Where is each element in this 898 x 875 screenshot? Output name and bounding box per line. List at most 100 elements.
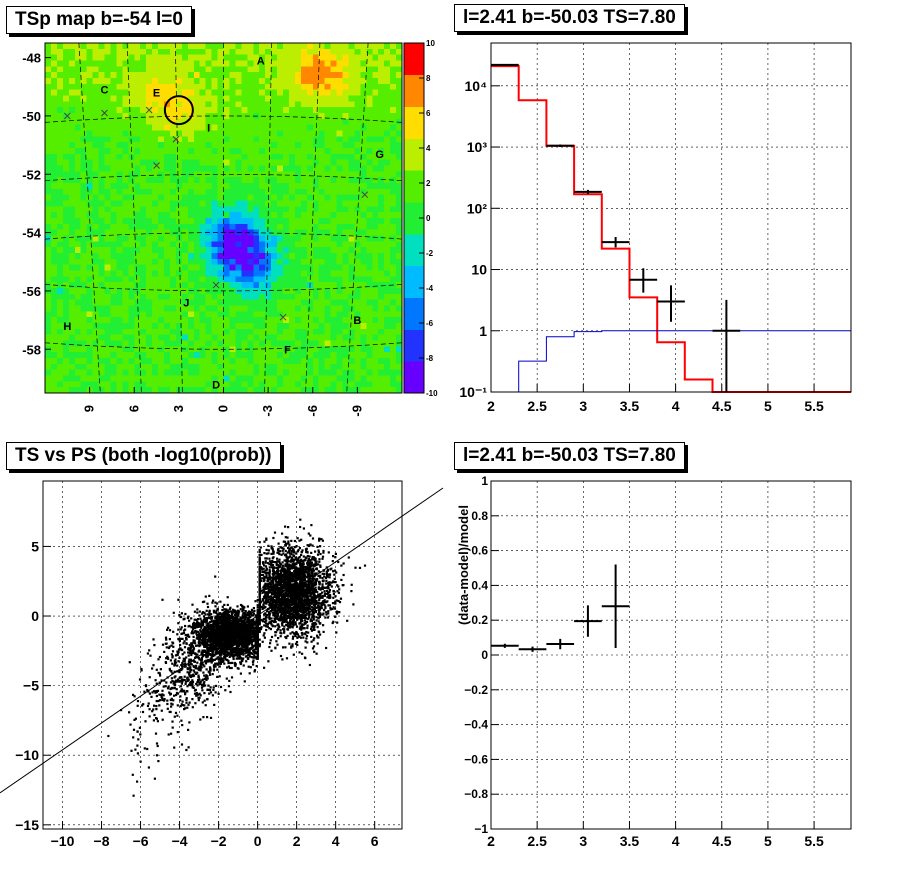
heatmap-cell (223, 311, 230, 318)
heatmap-cell (396, 153, 403, 160)
heatmap-cell (217, 188, 224, 195)
heatmap-cell (366, 200, 373, 207)
heatmap-cell (318, 165, 325, 172)
heatmap-cell (241, 264, 248, 271)
heatmap-cell (169, 183, 177, 190)
heatmap-cell (241, 282, 248, 289)
heatmap-cell (312, 153, 319, 160)
heatmap-cell (312, 89, 319, 96)
heatmap-cell (265, 43, 272, 50)
heatmap-cell (80, 177, 87, 184)
scatter-point (285, 589, 288, 592)
scatter-point (286, 597, 289, 600)
heatmap-cell (300, 334, 308, 341)
scatter-point (288, 569, 291, 572)
heatmap-cell (62, 247, 70, 254)
heatmap-cell (128, 387, 135, 394)
heatmap-cell (324, 282, 331, 289)
heatmap-cell (330, 200, 337, 207)
heatmap-cell (271, 194, 278, 201)
heatmap-cell (56, 194, 64, 201)
heatmap-cell (223, 212, 230, 219)
heatmap-cell (68, 218, 76, 225)
heatmap-cell (396, 142, 403, 149)
heatmap-cell (211, 387, 218, 394)
heatmap-cell (62, 48, 70, 55)
heatmap-cell (288, 48, 296, 55)
heatmap-cell (187, 212, 195, 219)
heatmap-cell (294, 311, 302, 318)
scatter-point (327, 610, 330, 613)
heatmap-cell (247, 142, 254, 149)
heatmap-cell (92, 54, 99, 61)
heatmap-cell (247, 328, 254, 335)
heatmap-cell (294, 293, 302, 300)
heatmap-cell (396, 253, 403, 260)
heatmap-cell (324, 369, 331, 376)
heatmap-cell (271, 95, 278, 102)
heatmap-cell (110, 229, 117, 236)
heatmap-cell (277, 171, 284, 178)
heatmap-cell (223, 352, 230, 359)
heatmap-cell (259, 276, 266, 283)
heatmap-cell (80, 258, 87, 265)
heatmap-cell (318, 212, 325, 219)
heatmap-cell (45, 340, 52, 347)
heatmap-cell (86, 107, 93, 114)
heatmap-cell (372, 270, 379, 277)
scatter-point (319, 564, 322, 567)
heatmap-cell (283, 276, 290, 283)
heatmap-cell (181, 194, 189, 201)
heatmap-cell (330, 212, 337, 219)
heatmap-cell (80, 101, 87, 108)
heatmap-cell (378, 241, 385, 248)
heatmap-cell (122, 282, 129, 289)
heatmap-cell (169, 253, 177, 260)
heatmap-cell (146, 293, 153, 300)
heatmap-cell (74, 264, 81, 271)
heatmap-cell (181, 375, 189, 382)
heatmap-cell (372, 352, 379, 359)
scatter-point (295, 566, 298, 569)
heatmap-cell (253, 101, 260, 108)
heatmap-cell (288, 253, 296, 260)
colorbar-tick-label: -10 (426, 389, 438, 398)
heatmap-cell (372, 305, 379, 312)
map-y-tick-label: -58 (22, 342, 41, 357)
heatmap-cell (223, 153, 230, 160)
heatmap-cell (253, 206, 260, 213)
heatmap-cell (223, 206, 230, 213)
heatmap-cell (366, 375, 373, 382)
heatmap-cell (211, 218, 218, 225)
heatmap-cell (122, 223, 129, 230)
heatmap-cell (68, 299, 76, 306)
heatmap-cell (140, 194, 147, 201)
heatmap-cell (235, 352, 242, 359)
heatmap-cell (247, 200, 254, 207)
heatmap-cell (116, 78, 123, 85)
heatmap-cell (300, 101, 308, 108)
heatmap-cell (372, 253, 379, 260)
heatmap-cell (241, 311, 248, 318)
heatmap-cell (140, 43, 147, 50)
heatmap-cell (169, 153, 177, 160)
heatmap-cell (247, 253, 254, 260)
longitude-line (126, 42, 142, 394)
heatmap-cell (354, 305, 361, 312)
heatmap-cell (86, 258, 93, 265)
heatmap-cell (253, 282, 260, 289)
heatmap-cell (300, 183, 308, 190)
heatmap-cell (229, 107, 236, 114)
heatmap-cell (62, 43, 70, 50)
heatmap-cell (324, 328, 331, 335)
heatmap-cell (146, 60, 153, 67)
heatmap-cell (74, 136, 81, 143)
heatmap-cell (169, 206, 177, 213)
heatmap-cell (396, 363, 403, 370)
heatmap-cell (372, 194, 379, 201)
heatmap-cell (56, 381, 64, 388)
heatmap-cell (74, 334, 81, 341)
heatmap-cell (366, 253, 373, 260)
heatmap-cell (169, 188, 177, 195)
heatmap-cell (306, 142, 314, 149)
